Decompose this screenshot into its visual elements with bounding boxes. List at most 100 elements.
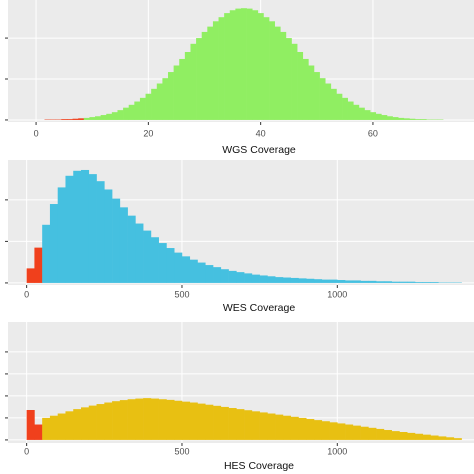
bar — [158, 243, 167, 283]
bar — [95, 116, 101, 120]
bar — [391, 281, 400, 283]
bar — [135, 223, 144, 283]
bar — [61, 119, 68, 120]
bar — [104, 189, 113, 283]
bar — [65, 411, 74, 440]
bar — [104, 402, 113, 440]
bar — [360, 280, 369, 283]
bar — [415, 119, 421, 120]
bar — [280, 31, 287, 120]
bar — [391, 431, 400, 440]
bar — [399, 432, 408, 440]
bar — [430, 435, 439, 440]
bar — [89, 117, 96, 120]
bar — [308, 65, 315, 120]
bar — [358, 107, 365, 120]
x-tick-label: 500 — [174, 446, 189, 456]
bar — [325, 83, 332, 120]
bar — [409, 118, 416, 120]
bar — [302, 58, 309, 120]
bar — [117, 110, 124, 120]
bar — [282, 277, 292, 283]
bar — [34, 247, 43, 283]
bar — [446, 437, 455, 440]
x-tick-label: 60 — [368, 128, 378, 138]
bar — [128, 104, 135, 120]
bar — [42, 224, 51, 283]
bar — [414, 433, 424, 440]
x-tick-label: 1000 — [327, 446, 347, 456]
bar — [83, 117, 90, 120]
bar — [189, 259, 198, 283]
bar — [422, 434, 431, 440]
bar — [166, 248, 175, 283]
bar — [414, 282, 424, 283]
bar — [100, 115, 107, 120]
bar — [269, 21, 275, 120]
bar — [399, 281, 408, 283]
bar — [290, 277, 299, 283]
bar — [321, 421, 330, 440]
bar — [353, 104, 360, 120]
bar — [251, 411, 260, 440]
bar — [342, 97, 348, 120]
x-tick-label: 40 — [256, 128, 266, 138]
bar — [196, 38, 202, 120]
bar — [197, 262, 206, 283]
bar — [168, 72, 174, 120]
bar — [403, 118, 410, 120]
bar — [319, 78, 326, 120]
bar — [181, 401, 191, 440]
x-tick-label: 20 — [143, 128, 153, 138]
bar — [174, 252, 183, 283]
bar — [314, 279, 323, 283]
bar — [376, 428, 385, 440]
bar — [42, 417, 51, 440]
bar — [181, 256, 191, 283]
bar — [347, 101, 354, 120]
bar — [314, 420, 323, 440]
x-tick-label: 0 — [34, 128, 39, 138]
bar — [213, 405, 222, 440]
x-axis-title: WGS Coverage — [222, 144, 296, 156]
bar — [151, 88, 158, 120]
bar — [352, 425, 361, 440]
bar — [205, 265, 214, 283]
bar — [49, 415, 59, 440]
bar — [229, 10, 236, 120]
bar — [398, 117, 405, 120]
bar — [321, 279, 330, 283]
bar — [57, 187, 66, 283]
bar — [49, 204, 59, 283]
bar — [145, 93, 152, 120]
bar — [336, 93, 343, 120]
bar — [88, 174, 97, 283]
bar — [244, 273, 253, 283]
bar — [420, 119, 427, 120]
bar — [26, 268, 35, 283]
bar — [218, 17, 225, 120]
bar — [329, 422, 338, 440]
bar — [156, 83, 163, 120]
bar — [190, 43, 197, 120]
bar — [275, 277, 284, 283]
bar — [360, 426, 369, 440]
bar — [88, 405, 97, 440]
bar — [162, 78, 169, 120]
bar — [57, 413, 66, 440]
bar — [135, 398, 144, 440]
bar — [184, 51, 191, 120]
bar — [134, 101, 141, 120]
bar — [213, 267, 222, 283]
bar — [267, 276, 276, 283]
bar — [282, 415, 292, 440]
bar — [123, 107, 130, 120]
bar — [111, 112, 118, 120]
bar — [106, 113, 113, 120]
bar — [158, 399, 167, 440]
bar — [275, 414, 284, 440]
x-tick-label: 0 — [24, 446, 29, 456]
bar — [197, 403, 206, 440]
bar — [81, 407, 90, 440]
bar — [127, 399, 136, 440]
